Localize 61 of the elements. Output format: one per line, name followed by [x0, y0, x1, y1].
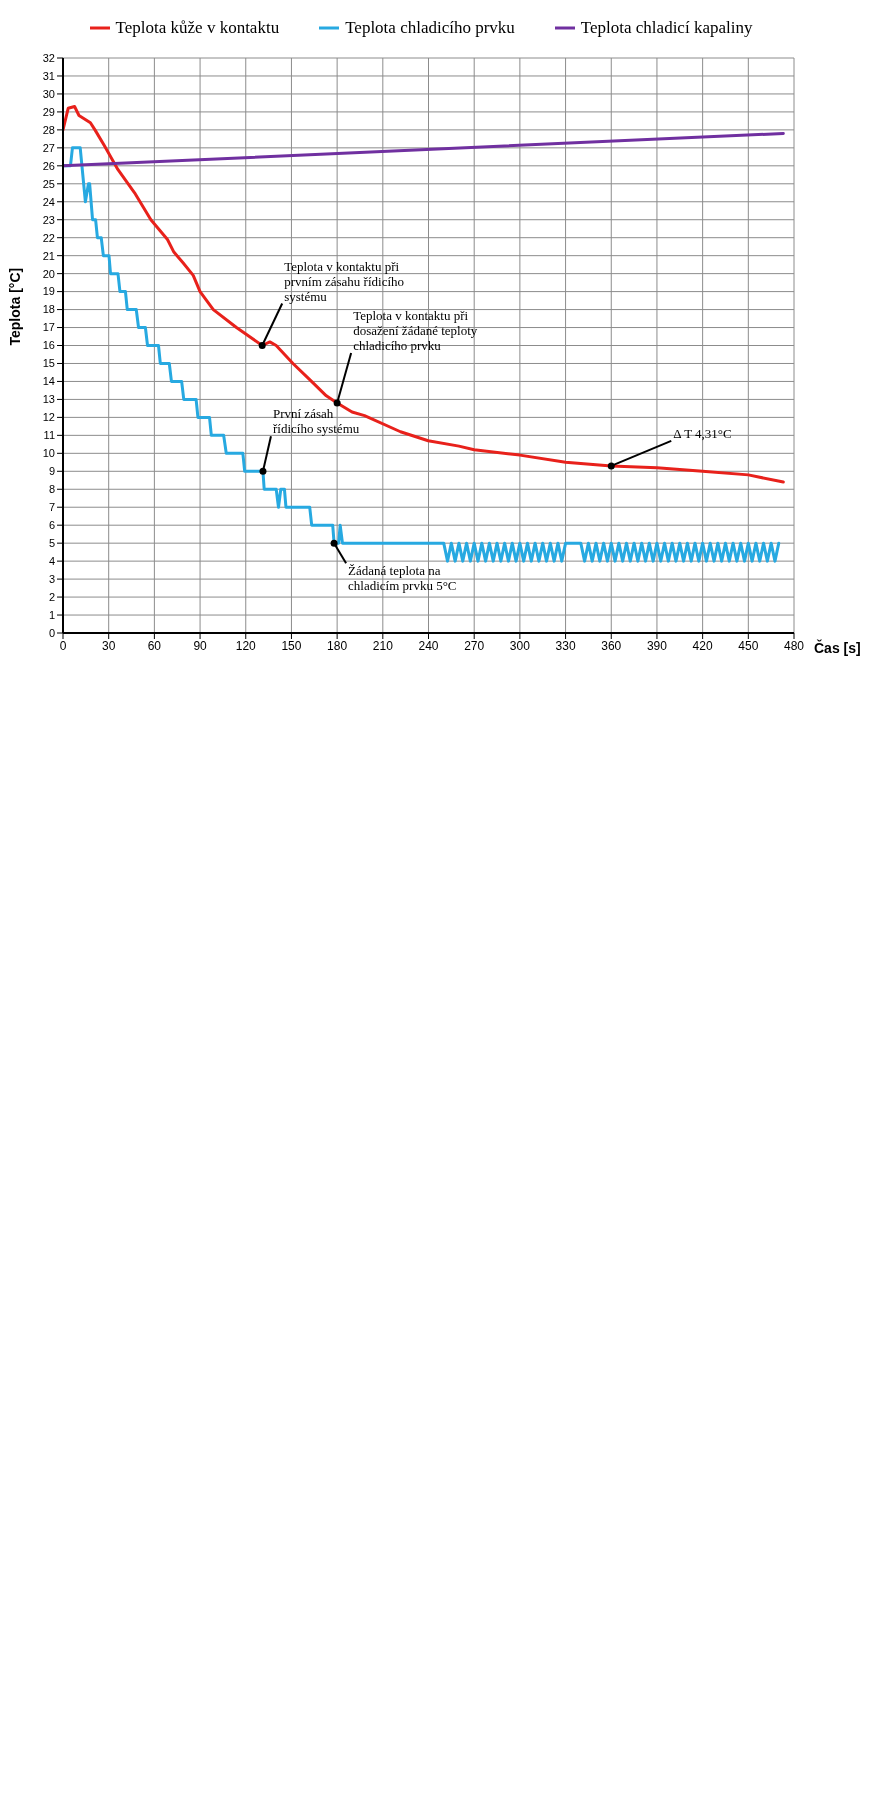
y-tick-label: 3: [48, 573, 55, 585]
x-tick-label: 450: [738, 638, 759, 653]
y-tick-label: 15: [42, 357, 55, 370]
annotation: Teplota v kontaktu při dosažení žádané teploty chladicího prvku: [353, 308, 478, 353]
legend-label: Teplota kůže v kontaktu: [115, 18, 280, 38]
y-tick-label: 13: [42, 393, 55, 406]
y-tick-label: 31: [42, 69, 55, 82]
y-tick-label: 2: [48, 590, 55, 603]
y-tick-label: 8: [48, 483, 55, 496]
x-tick-label: 150: [281, 638, 302, 653]
y-tick-label: 19: [42, 285, 55, 298]
annotation: Δ T 4,31°C: [673, 425, 732, 441]
y-tick-label: 12: [42, 411, 55, 424]
y-tick-label: 32: [42, 51, 55, 64]
x-tick-label: 420: [692, 638, 713, 653]
x-tick-label: 60: [147, 638, 162, 653]
x-tick-label: 180: [327, 638, 348, 653]
y-tick-label: 18: [42, 303, 55, 316]
x-axis-title: Čas [s]: [814, 638, 861, 656]
y-tick-label: 17: [42, 321, 55, 334]
y-tick-label: 7: [48, 501, 55, 514]
annotation: Žádaná teplota na chladicím prvku 5°C: [348, 563, 457, 594]
x-tick-label: 360: [601, 638, 622, 653]
x-tick-label: 480: [783, 638, 805, 653]
y-tick-label: 10: [42, 447, 55, 460]
x-tick-label: 90: [193, 638, 208, 653]
y-tick-label: 25: [42, 177, 55, 190]
x-tick-label: 240: [418, 638, 439, 653]
x-tick-label: 30: [102, 638, 116, 653]
y-tick-label: 29: [42, 105, 55, 118]
x-tick-label: 120: [235, 638, 257, 653]
line-series: [63, 105, 785, 484]
x-tick-label: 210: [372, 638, 394, 653]
y-tick-label: 22: [42, 231, 55, 244]
y-tick-label: 24: [42, 195, 55, 208]
y-axis-title: Teplota [°C]: [6, 267, 23, 346]
y-tick-label: 27: [42, 141, 55, 154]
y-tick-label: 21: [42, 249, 55, 262]
y-tick-label: 30: [42, 87, 55, 100]
y-tick-label: 0: [48, 626, 55, 639]
y-tick-label: 5: [48, 537, 55, 550]
y-tick-label: 4: [48, 555, 55, 568]
x-tick-label: 270: [464, 638, 485, 653]
legend-label: Teplota chladicího prvku: [345, 18, 515, 38]
y-tick-label: 1: [48, 608, 55, 621]
y-tick-label: 20: [42, 267, 55, 280]
y-tick-label: 14: [42, 375, 55, 388]
y-tick-label: 9: [48, 465, 55, 478]
y-tick-label: 26: [42, 159, 55, 172]
annotation: Teplota v kontaktu při prvním zásahu řídicího systému: [284, 258, 405, 304]
x-tick-label: 330: [555, 638, 576, 653]
x-tick-label: 0: [59, 638, 67, 653]
y-tick-label: 6: [48, 519, 55, 532]
y-tick-label: 28: [42, 123, 55, 136]
x-tick-label: 390: [646, 638, 668, 653]
y-tick-label: 11: [43, 429, 55, 442]
x-tick-label: 300: [509, 638, 531, 653]
annotation: První zásah řídicího systému: [272, 406, 360, 437]
legend-label: Teplota chladicí kapaliny: [580, 18, 753, 38]
y-tick-label: 16: [42, 339, 55, 352]
y-tick-label: 23: [42, 213, 55, 226]
